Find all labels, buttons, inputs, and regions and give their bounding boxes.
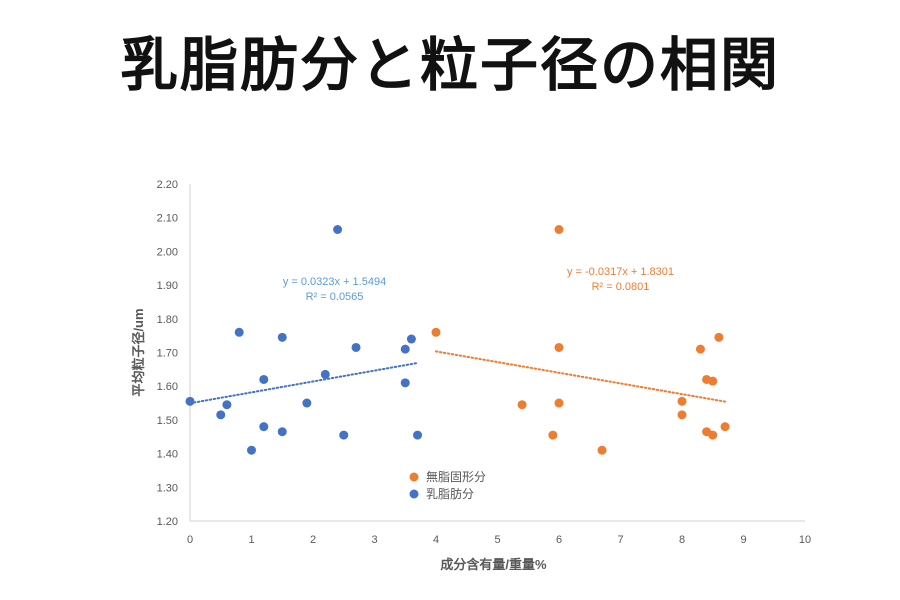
data-point-series-0 [708,430,718,440]
data-point-series-1 [247,445,256,455]
y-tick-label: 1.70 [157,348,178,360]
data-point-series-1 [320,369,330,379]
trendline-equation: y = 0.0323x + 1.5494 [283,276,386,288]
trendline-r-squared: R² = 0.0565 [306,291,364,303]
data-point-series-0 [695,344,705,354]
legend-label: 無脂固形分 [426,469,486,484]
data-point-series-1 [259,374,269,384]
legend-marker [409,489,419,499]
x-tick-label: 1 [248,534,254,546]
y-tick-label: 2.00 [157,246,178,258]
x-tick-label: 3 [371,534,377,546]
data-point-series-0 [677,410,687,420]
data-point-series-0 [720,422,730,432]
x-tick-label: 0 [187,534,193,546]
trendline-series-0 [435,350,727,403]
slide-title: 乳脂肪分と粒子径の相関 [119,31,780,99]
data-point-series-0 [431,327,441,337]
trendline-series-1 [189,361,419,405]
data-point-series-1 [259,422,269,432]
trendline-r-squared: R² = 0.0801 [592,281,650,293]
data-point-series-1 [339,430,349,440]
data-point-series-0 [597,445,607,455]
x-tick-label: 8 [679,534,685,546]
data-point-series-1 [277,332,287,342]
y-tick-label: 1.40 [157,449,178,461]
y-tick-label: 2.20 [157,179,178,191]
y-tick-label: 1.60 [157,381,178,393]
x-axis-label: 成分含有量/重量% [440,557,547,572]
y-tick-label: 1.30 [157,482,178,494]
data-point-series-0 [548,430,558,440]
x-tick-label: 5 [494,534,500,546]
data-point-series-0 [714,332,724,342]
chart-points [185,224,730,455]
data-point-series-0 [554,398,564,408]
data-point-series-1 [413,430,423,440]
data-point-series-1 [400,378,410,388]
data-point-series-1 [216,410,226,420]
legend-marker [409,472,419,482]
trendline-equation: y = -0.0317x + 1.8301 [567,266,674,278]
y-tick-label: 2.10 [157,213,178,225]
x-tick-label: 6 [556,534,562,546]
data-point-series-1 [333,224,343,234]
x-tick-label: 7 [617,534,623,546]
x-tick-label: 2 [310,534,316,546]
chart-axes [189,184,805,522]
y-axis-label: 平均粒子径/um [131,308,146,396]
data-point-series-0 [554,342,564,352]
y-tick-label: 1.80 [157,314,178,326]
data-point-series-1 [302,398,312,408]
data-point-series-0 [677,396,687,406]
y-tick-label: 1.90 [157,280,178,292]
y-tick-label: 1.50 [157,415,178,427]
x-tick-label: 4 [433,534,439,546]
data-point-series-0 [554,224,564,234]
data-point-series-1 [185,396,195,406]
chart-trendlines [189,350,727,405]
data-point-series-0 [708,376,718,386]
data-point-series-1 [234,327,244,337]
legend-label: 乳脂肪分 [426,486,474,501]
data-point-series-1 [400,344,410,354]
x-tick-label: 10 [799,534,811,546]
data-point-series-1 [406,334,416,344]
data-point-series-1 [277,427,287,437]
x-tick-label: 9 [740,534,746,546]
chart-tick-labels: 1.20 1.30 1.40 1.50 1.60 1.70 1.80 1.90 2.00 2.10… [157,179,812,546]
chart-annotations: y = -0.0317x + 1.8301 R² = 0.0801 y = 0.03… [283,266,674,303]
data-point-series-1 [351,342,361,352]
data-point-series-0 [517,400,527,410]
data-point-series-1 [222,400,232,410]
y-tick-label: 1.20 [157,516,178,528]
